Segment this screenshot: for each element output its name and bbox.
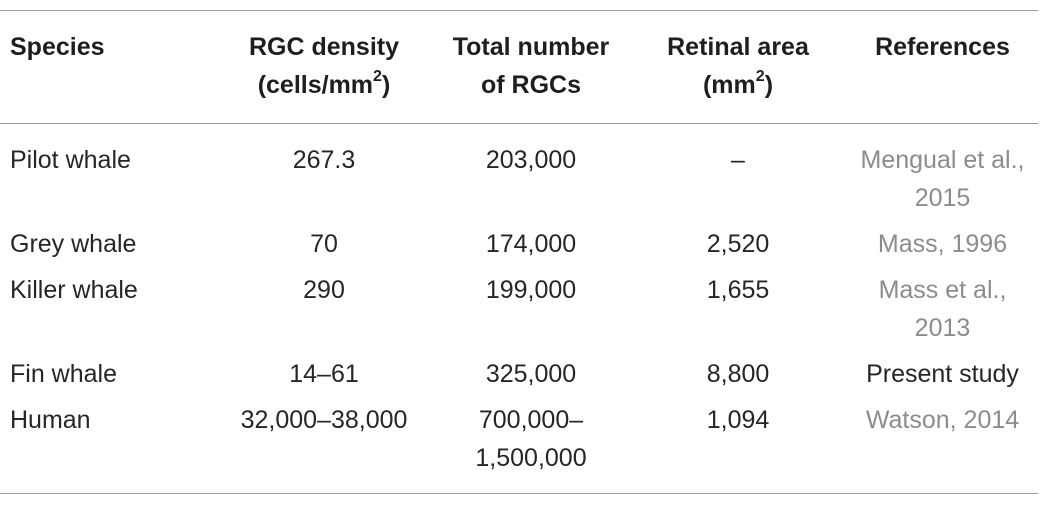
cell-rgc-density: 290 [303, 276, 345, 304]
reference-link[interactable]: Mass, 1996 [877, 230, 1008, 258]
cell-total-line1: 199,000 [485, 276, 577, 304]
cell-rgc-density: 32,000–38,000 [240, 406, 408, 434]
cell-total-line1: 325,000 [485, 360, 577, 388]
cell-species: Grey whale [10, 230, 137, 258]
reference-link[interactable]: Mengual et al., 2015 [861, 141, 1025, 217]
cell-retinal-area: 1,094 [706, 406, 770, 434]
table-bottom-rule [0, 493, 1038, 494]
cell-total-number: 174,000 [433, 225, 629, 271]
table-top-rule [0, 10, 1038, 11]
cell-species: Killer whale [10, 276, 138, 304]
cell-retinal-area: – [731, 146, 745, 174]
table-row: Grey whale 70 174,000 2,520 Mass, 1996 [0, 225, 1038, 271]
header-area-line2-pre: (mm [702, 71, 756, 99]
cell-total-number: 203,000 [433, 124, 629, 225]
cell-total-line1: 174,000 [485, 230, 577, 258]
reference-line1: Mengual et al., [860, 146, 1025, 174]
rgc-comparison-table-body: Pilot whale 267.3 203,000 – Mengual et a… [0, 124, 1038, 493]
data-table-container: Species RGC density (cells/mm2) Total nu… [0, 10, 1038, 494]
cell-total-number: 325,000 [433, 355, 629, 401]
table-row: Human 32,000–38,000 700,000– 1,500,000 1,… [0, 401, 1038, 493]
cell-rgc-density: 267.3 [292, 146, 356, 174]
cell-reference: Mass, 1996 [847, 225, 1038, 271]
cell-total-number: 199,000 [433, 271, 629, 355]
cell-reference: Mass et al., 2013 [847, 271, 1038, 355]
header-total-line2: of RGCs [481, 71, 581, 99]
cell-rgc-density: 70 [310, 230, 338, 258]
header-references-label: References [875, 33, 1010, 61]
cell-total-number: 700,000– 1,500,000 [433, 401, 629, 493]
cell-reference: Present study [847, 355, 1038, 401]
reference-line2: 2015 [914, 184, 971, 212]
header-area-superscript: 2 [755, 67, 765, 85]
cell-rgc-density: 14–61 [289, 360, 359, 388]
cell-retinal-area: 2,520 [706, 230, 770, 258]
cell-retinal-area: 8,800 [706, 360, 770, 388]
header-density-line1: RGC density [248, 33, 400, 61]
table-row: Killer whale 290 199,000 1,655 Mass et a… [0, 271, 1038, 355]
table-row: Fin whale 14–61 325,000 8,800 Present st… [0, 355, 1038, 401]
reference-line1: Mass et al., [878, 276, 1007, 304]
cell-total-line2: 1,500,000 [475, 444, 587, 472]
cell-total-line1: 700,000– [478, 406, 584, 434]
header-species-label: Species [10, 33, 105, 61]
cell-reference: Watson, 2014 [847, 401, 1038, 493]
cell-retinal-area: 1,655 [706, 276, 770, 304]
cell-species: Fin whale [10, 360, 117, 388]
header-references: References [847, 11, 1038, 123]
rgc-comparison-table: Species RGC density (cells/mm2) Total nu… [0, 11, 1038, 123]
header-total-line1: Total number [452, 33, 610, 61]
header-retinal-area: Retinal area (mm2) [629, 11, 847, 123]
header-density-line2-pre: (cells/mm [257, 71, 374, 99]
header-rgc-density: RGC density (cells/mm2) [215, 11, 433, 123]
reference-link[interactable]: Mass et al., 2013 [879, 271, 1007, 347]
header-area-line1: Retinal area [667, 33, 809, 61]
reference-line2: 2013 [914, 314, 971, 342]
reference-text: Present study [866, 360, 1019, 388]
header-density-line2-post: ) [381, 71, 391, 99]
reference-link[interactable]: Watson, 2014 [865, 406, 1020, 434]
cell-reference: Mengual et al., 2015 [847, 124, 1038, 225]
header-total-number: Total number of RGCs [433, 11, 629, 123]
table-header-rule [0, 123, 1038, 124]
header-species: Species [0, 11, 215, 123]
header-area-line2-post: ) [764, 71, 774, 99]
cell-species: Human [10, 406, 91, 434]
table-header-row: Species RGC density (cells/mm2) Total nu… [0, 11, 1038, 123]
table-row: Pilot whale 267.3 203,000 – Mengual et a… [0, 124, 1038, 225]
cell-total-line1: 203,000 [485, 146, 577, 174]
header-density-superscript: 2 [373, 67, 382, 85]
cell-species: Pilot whale [10, 146, 131, 174]
